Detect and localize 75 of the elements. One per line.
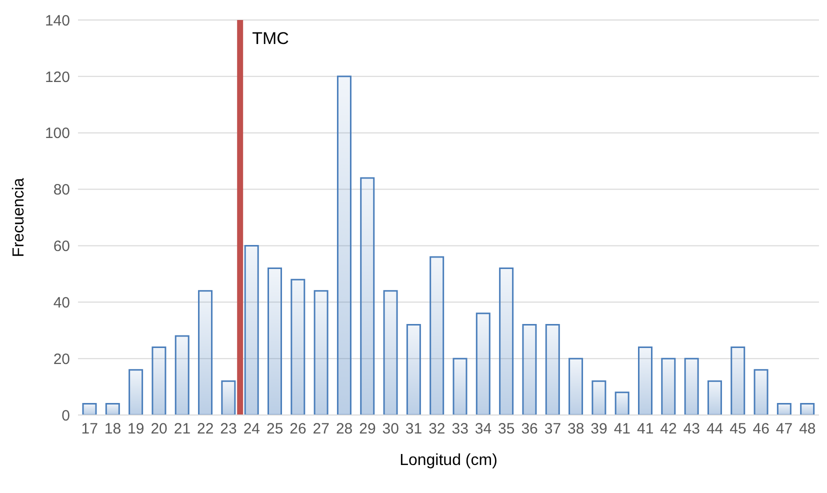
x-tick-label: 26 [290, 420, 306, 438]
bar [638, 346, 652, 415]
y-tick-label: 120 [44, 68, 70, 86]
bar [198, 290, 213, 415]
y-tick-label: 140 [44, 12, 70, 30]
x-tick-label: 45 [730, 420, 746, 438]
bar [545, 324, 560, 415]
bar [452, 358, 468, 415]
bar [82, 402, 97, 415]
x-tick-label: 48 [799, 420, 816, 438]
bar [568, 358, 584, 415]
bar [661, 358, 676, 415]
x-tick-label: 36 [521, 420, 538, 438]
bar [730, 346, 746, 415]
x-tick-label: 27 [312, 420, 330, 438]
bar [499, 268, 514, 415]
bar [221, 380, 236, 415]
y-tick-label: 0 [62, 407, 70, 424]
x-tick-label: 32 [428, 420, 446, 438]
bar [360, 177, 375, 415]
bar [800, 402, 815, 415]
bar [128, 369, 144, 415]
bar [383, 290, 398, 415]
ref-line-label: TMC [252, 29, 289, 48]
bar [268, 268, 282, 415]
x-tick-label: 46 [752, 420, 770, 438]
x-tick-label: 33 [452, 420, 468, 438]
bar [105, 402, 120, 415]
x-tick-label: 31 [405, 420, 422, 438]
y-tick-label: 20 [53, 350, 70, 368]
x-tick-label: 20 [150, 420, 168, 438]
bar [476, 312, 490, 415]
bar [314, 290, 328, 415]
x-tick-label: 30 [382, 420, 399, 438]
x-tick-label: 18 [104, 420, 122, 438]
bar [776, 402, 792, 415]
x-tick-label: 21 [174, 420, 191, 438]
x-tick-label: 38 [568, 420, 584, 438]
bar [174, 335, 190, 415]
bar [244, 244, 259, 415]
x-axis-title: Longitud (cm) [400, 452, 498, 469]
x-tick-label: 41 [614, 420, 631, 438]
bar [290, 278, 306, 415]
x-tick-label: 24 [243, 420, 260, 438]
y-tick-label: 60 [53, 238, 70, 256]
x-tick-label: 39 [590, 420, 608, 438]
x-tick-label: 35 [498, 420, 515, 438]
x-tick-label: 22 [197, 420, 214, 438]
bar [522, 324, 537, 415]
bar [430, 256, 444, 415]
x-tick-label: 47 [776, 420, 793, 438]
x-tick-label: 42 [660, 420, 677, 438]
bar [707, 380, 722, 415]
bar [152, 346, 166, 415]
bar [406, 324, 421, 415]
bar [684, 358, 699, 415]
x-tick-label: 29 [359, 420, 376, 438]
bar [336, 76, 352, 415]
x-tick-label: 41 [636, 420, 654, 438]
x-tick-label: 23 [220, 420, 237, 438]
bar [754, 369, 768, 415]
y-tick-label: 80 [53, 182, 70, 199]
x-tick-label: 37 [544, 420, 562, 438]
x-tick-label: 43 [683, 420, 700, 438]
x-tick-label: 25 [266, 420, 284, 438]
x-tick-label: 19 [128, 420, 144, 438]
y-tick-label: 100 [44, 125, 70, 142]
x-tick-label: 44 [706, 420, 724, 438]
y-tick-label: 40 [53, 294, 70, 312]
x-tick-label: 34 [474, 420, 492, 438]
x-tick-label: 28 [336, 420, 353, 438]
x-tick-label: 17 [81, 420, 98, 438]
bar [592, 380, 606, 415]
y-axis-title: Frecuencia [10, 178, 28, 258]
bar [614, 392, 630, 415]
